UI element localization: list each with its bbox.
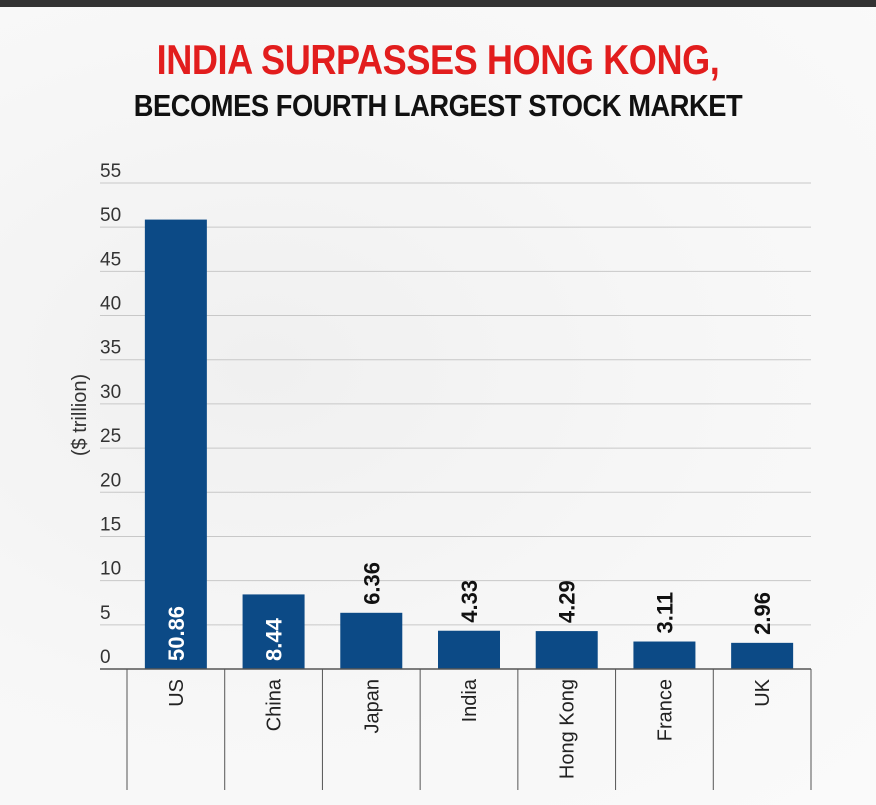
data-label: 50.86 bbox=[164, 606, 189, 661]
data-label: 6.36 bbox=[359, 562, 384, 605]
chart-title: INDIA SURPASSES HONG KONG, bbox=[156, 36, 720, 83]
bar bbox=[535, 631, 598, 669]
y-tick-label: 55 bbox=[100, 161, 121, 182]
data-labels: 50.86 8.44 6.36 4.33 4.29 3.11 2.96 bbox=[164, 562, 775, 661]
bar bbox=[438, 630, 500, 669]
data-label: 3.11 bbox=[652, 592, 677, 634]
top-border bbox=[0, 0, 876, 7]
data-label: 4.29 bbox=[555, 580, 580, 623]
y-tick-label: 30 bbox=[100, 382, 121, 403]
data-label: 8.44 bbox=[262, 617, 287, 661]
grid-lines bbox=[100, 182, 811, 626]
y-tick-label: 35 bbox=[100, 338, 121, 359]
y-tick-label: 40 bbox=[100, 294, 121, 315]
y-tick-label: 25 bbox=[100, 426, 121, 447]
y-axis-label: ($ trillion) bbox=[69, 374, 91, 456]
y-tick-label: 50 bbox=[100, 205, 121, 226]
y-tick-label: 0 bbox=[100, 647, 111, 668]
x-tick-label: Japan bbox=[361, 679, 383, 734]
y-tick-label: 15 bbox=[100, 514, 121, 535]
bar bbox=[242, 594, 305, 669]
y-tick-label: 45 bbox=[100, 249, 121, 270]
y-tick-label: 5 bbox=[100, 603, 111, 624]
bars bbox=[144, 219, 794, 669]
x-tick-label: Hong Kong bbox=[557, 679, 579, 779]
x-tick-label: India bbox=[459, 678, 481, 722]
bar bbox=[731, 642, 794, 669]
y-axis-ticks: 0 5 10 15 20 25 30 35 40 45 50 55 bbox=[100, 161, 121, 668]
data-label: 4.33 bbox=[457, 580, 482, 623]
x-axis: US China Japan India Hong Kong France UK bbox=[100, 668, 812, 790]
y-tick-label: 10 bbox=[100, 559, 121, 580]
chart-subtitle: BECOMES FOURTH LARGEST STOCK MARKET bbox=[133, 88, 743, 123]
x-tick-label: US bbox=[166, 679, 188, 707]
y-tick-label: 20 bbox=[100, 470, 121, 491]
bar bbox=[144, 219, 207, 669]
bar bbox=[633, 641, 696, 669]
x-tick-label: China bbox=[264, 678, 286, 731]
x-tick-label: France bbox=[654, 679, 676, 741]
x-tick-label: UK bbox=[752, 678, 774, 706]
bar bbox=[340, 612, 403, 669]
data-label: 2.96 bbox=[750, 592, 775, 635]
